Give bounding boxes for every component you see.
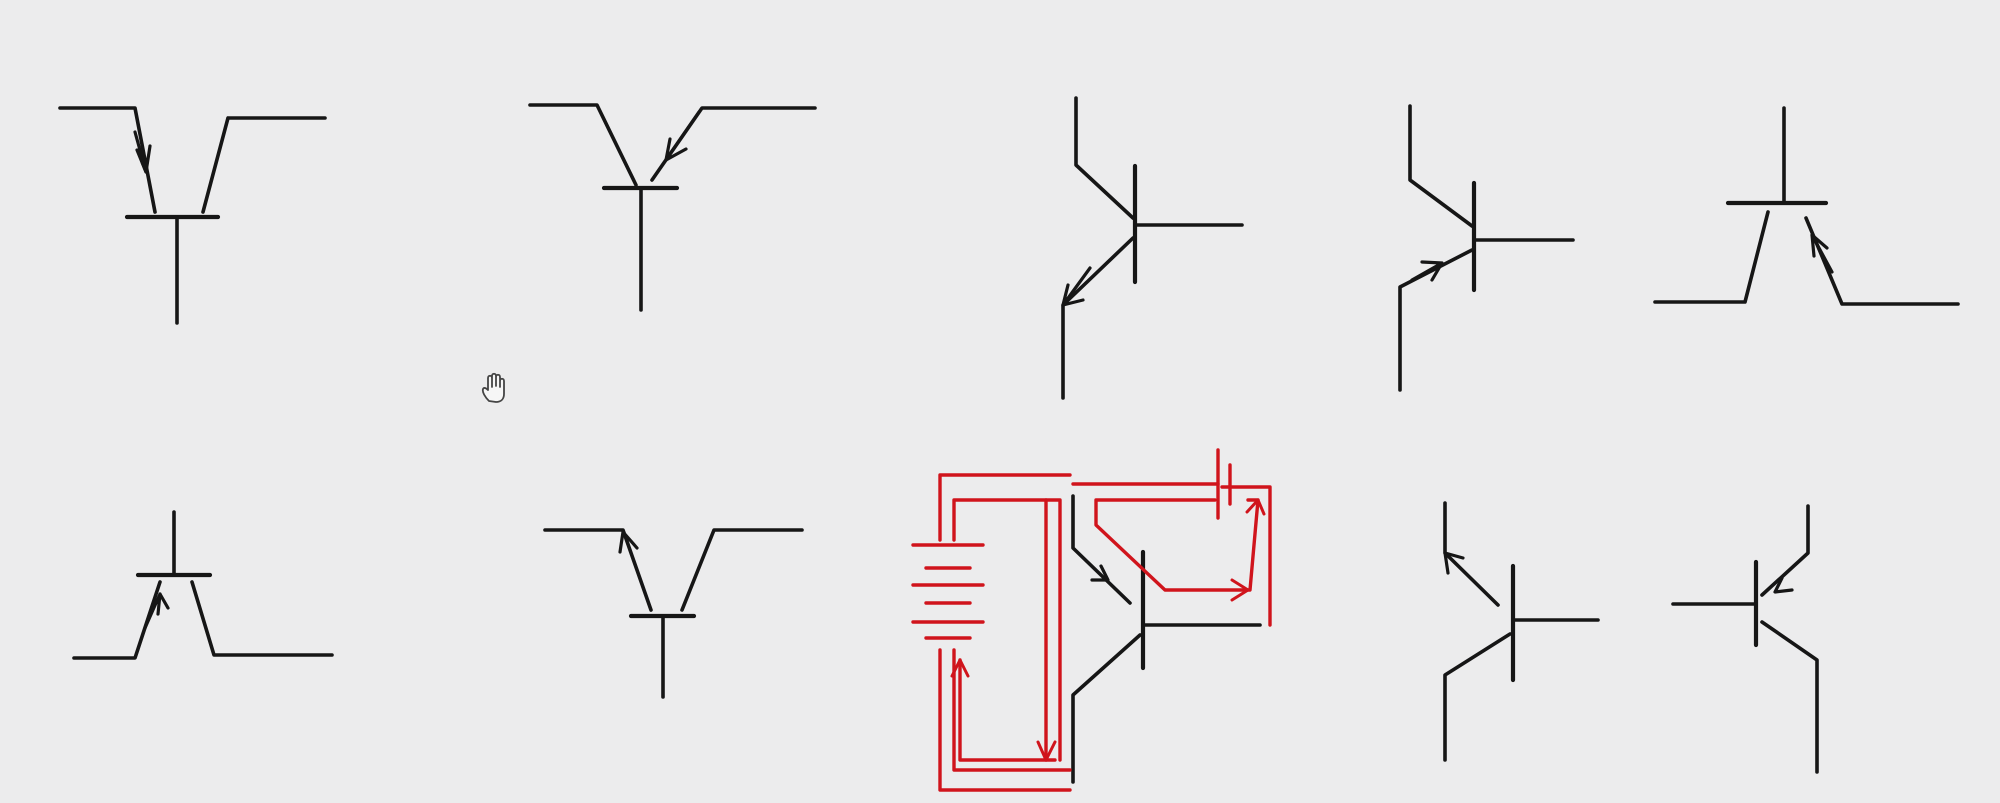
transistor-symbol-10[interactable]	[1671, 504, 1819, 774]
emitter-arrow-icon	[1061, 266, 1092, 307]
transistor-symbol-4[interactable]	[1398, 104, 1575, 392]
transistor-symbol-1[interactable]	[58, 106, 327, 325]
emitter-arrow-icon	[1773, 576, 1794, 594]
transistor-symbol-2[interactable]	[528, 103, 817, 312]
current-arrow-icon	[950, 498, 1266, 762]
emitter-arrow-icon	[1410, 260, 1444, 282]
transistor-symbol-9[interactable]	[1443, 501, 1600, 762]
emitter-arrow-icon	[664, 110, 701, 162]
hand-cursor-icon	[481, 372, 505, 403]
emitter-arrow-icon	[1810, 233, 1834, 274]
transistor-circuit-highlighted[interactable]	[911, 448, 1272, 792]
emitter-arrow-icon	[618, 530, 639, 554]
transistor-symbol-3[interactable]	[1061, 96, 1244, 400]
transistor-symbol-6[interactable]	[72, 510, 334, 660]
battery-icon	[1216, 448, 1232, 520]
emitter-arrow-icon	[133, 130, 152, 174]
emitter-arrow-icon	[1090, 564, 1110, 582]
current-path-overlay	[911, 448, 1272, 792]
emitter-arrow-icon	[143, 592, 170, 630]
battery-icon	[911, 543, 985, 640]
transistor-symbol-5[interactable]	[1653, 106, 1960, 306]
transistor-symbol-7[interactable]	[543, 528, 804, 699]
emitter-arrow-icon	[1443, 551, 1465, 575]
